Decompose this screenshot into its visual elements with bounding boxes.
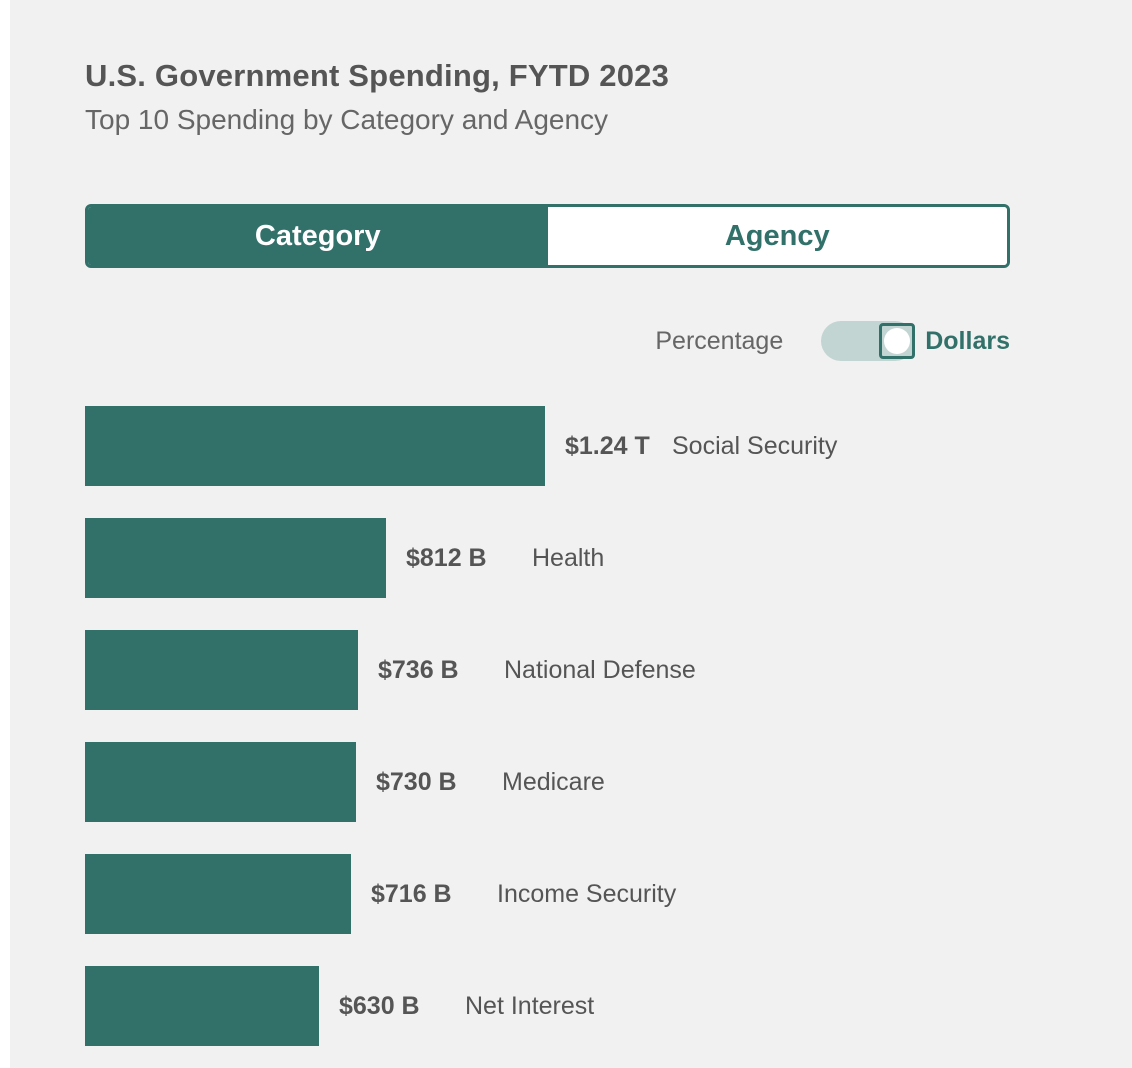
spending-bar-chart: $1.24 T Social Security $812 B Health $736 B… <box>85 406 1085 1068</box>
toggle-knob[interactable] <box>879 323 916 359</box>
percentage-label[interactable]: Percentage <box>655 326 784 355</box>
view-tabs: Category Agency <box>85 204 1010 268</box>
page-subtitle: Top 10 Spending by Category and Agency <box>85 104 609 135</box>
bar[interactable] <box>85 518 386 598</box>
bar-category-label: Income Security <box>497 880 677 908</box>
bar-value-label: $716 B <box>371 880 452 908</box>
bar-value-label: $812 B <box>406 544 487 572</box>
bar-category-label: National Defense <box>504 656 696 684</box>
bar-value-label: $630 B <box>339 992 420 1020</box>
bar-category-label: Social Security <box>672 432 838 460</box>
bar-value-label: $730 B <box>376 768 457 796</box>
bar-value-label: $1.24 T <box>565 432 650 460</box>
unit-toggle-row: Percentage Dollars <box>655 318 1010 364</box>
bar-category-label: Net Interest <box>465 992 595 1020</box>
bar[interactable] <box>85 742 356 822</box>
bar-value-label: $736 B <box>378 656 459 684</box>
unit-toggle-switch[interactable] <box>821 321 916 361</box>
tab-category[interactable]: Category <box>88 207 548 265</box>
dollars-label[interactable]: Dollars <box>925 326 1010 355</box>
bar[interactable] <box>85 630 358 710</box>
bar-category-label: Health <box>532 544 605 572</box>
bar[interactable] <box>85 854 351 934</box>
tab-agency[interactable]: Agency <box>547 207 1007 265</box>
bar[interactable] <box>85 966 319 1046</box>
bar-category-label: Medicare <box>502 768 605 796</box>
bar[interactable] <box>85 406 545 486</box>
page-title: U.S. Government Spending, FYTD 2023 <box>85 58 670 93</box>
